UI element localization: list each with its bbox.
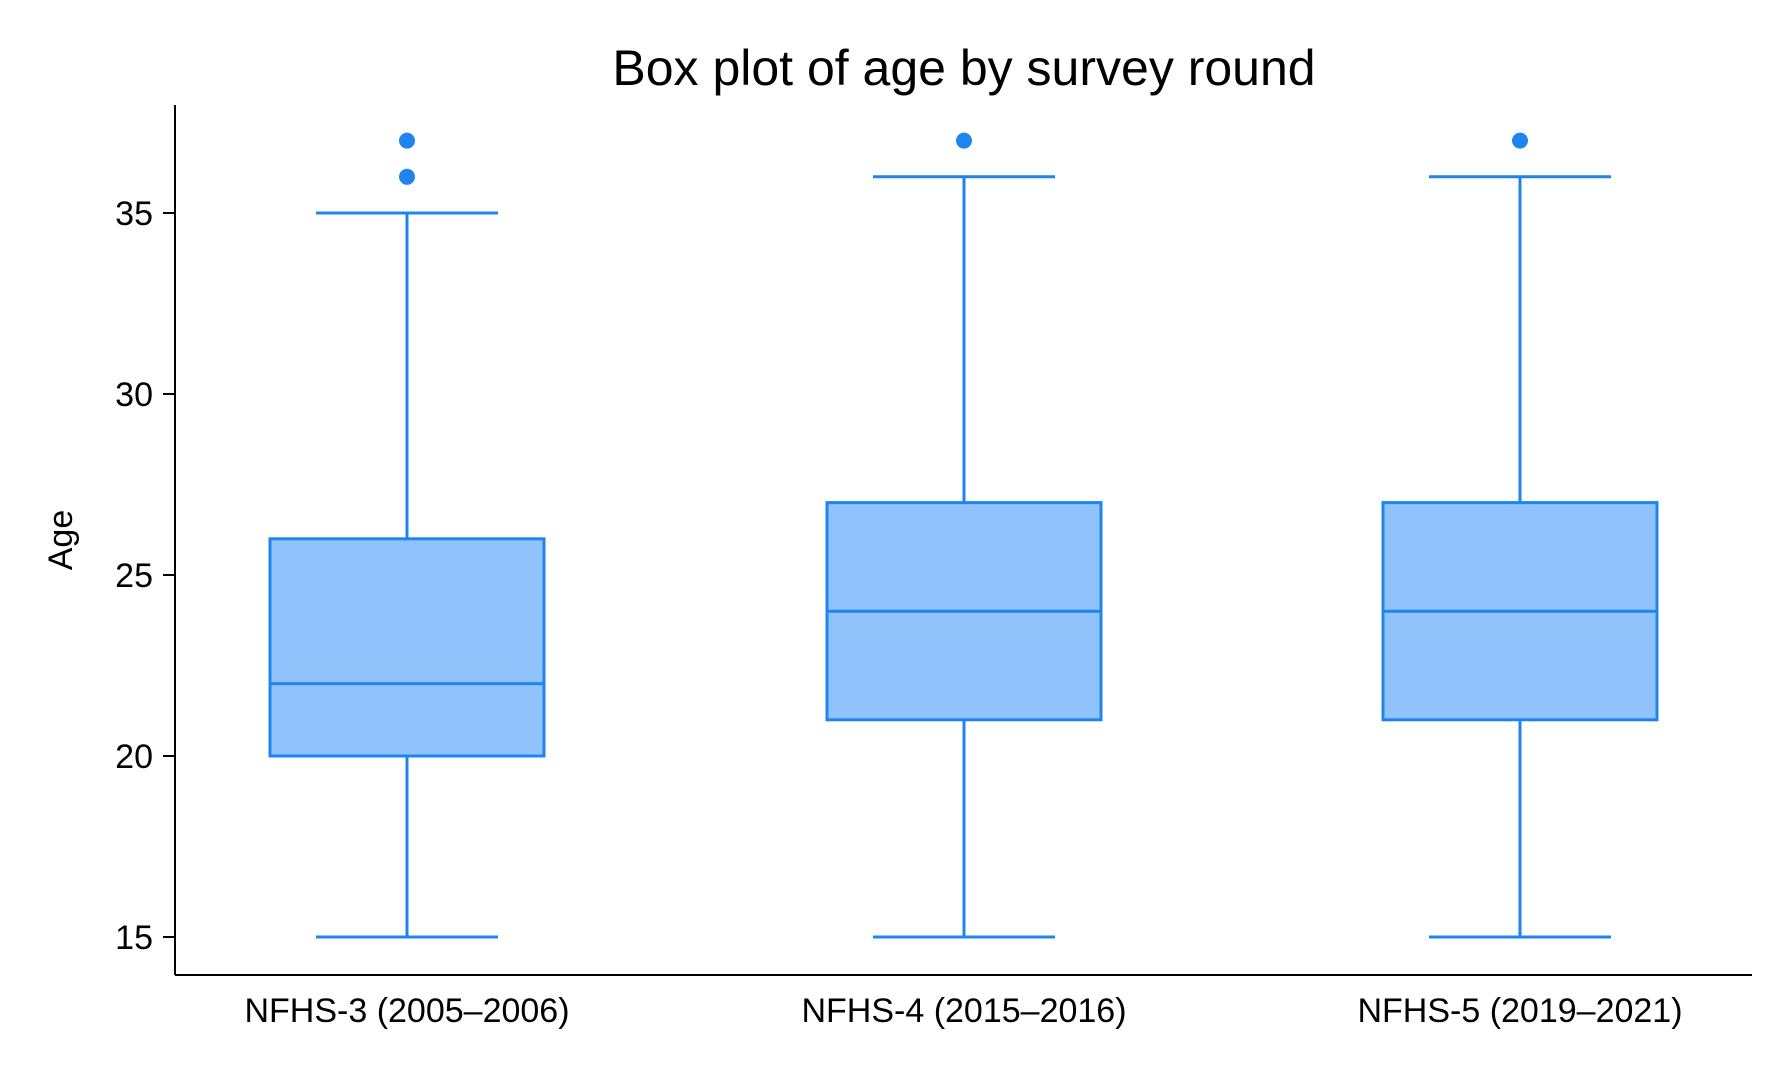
x-category-label: NFHS-3 (2005–2006) [244, 992, 569, 1030]
y-axis-label: Age [42, 510, 80, 571]
y-tick-label: 25 [115, 557, 153, 595]
y-tick-label: 30 [115, 376, 153, 414]
y-tick-label: 35 [115, 195, 153, 233]
chart-title: Box plot of age by survey round [612, 40, 1315, 96]
outlier-point [956, 132, 972, 149]
x-category-label: NFHS-4 (2015–2016) [801, 992, 1126, 1030]
y-tick-label: 15 [115, 919, 153, 957]
outlier-point [399, 132, 415, 149]
outlier-point [1512, 132, 1528, 149]
plot-area: 15 20 25 30 35 NFHS-3 (2005–2006) NFHS-4 (2015… [115, 105, 1752, 1030]
x-category-label: NFHS-5 (2019–2021) [1357, 992, 1682, 1030]
box-iqr [268, 537, 546, 758]
outlier-point [399, 168, 415, 185]
y-tick-label: 20 [115, 738, 153, 776]
